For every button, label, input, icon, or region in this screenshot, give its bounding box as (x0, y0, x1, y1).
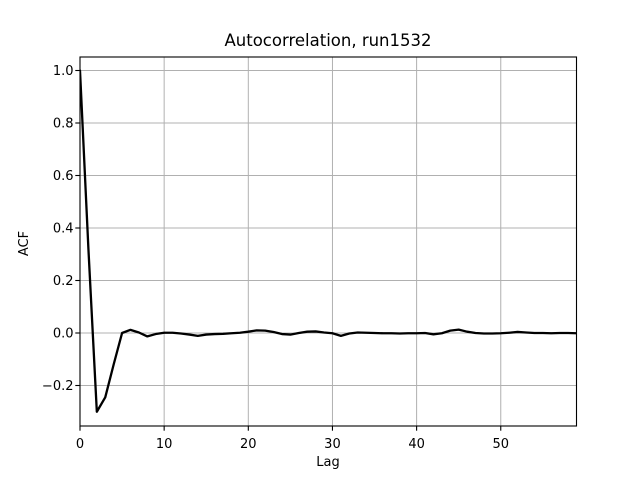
y-tick-label: −0.2 (42, 379, 74, 394)
x-axis-label: Lag (316, 455, 339, 470)
y-tick-label: 1.0 (53, 64, 74, 79)
y-tick-label: 0.2 (53, 274, 74, 289)
x-tick-label: 40 (408, 437, 425, 452)
x-tick-label: 10 (156, 437, 173, 452)
x-tick-label: 20 (240, 437, 257, 452)
y-tick-label: 0.6 (53, 169, 74, 184)
x-tick-label: 30 (324, 437, 341, 452)
x-tick-label: 0 (76, 437, 84, 452)
y-tick-label: 0.0 (53, 327, 74, 342)
x-tick-label: 50 (492, 437, 509, 452)
y-tick-label: 0.8 (53, 117, 74, 132)
tick-layer: 1.0 0.8 0.6 0.4 0.2 0.0 −0.2 0 10 20 30 40 50 (42, 64, 509, 452)
acf-line (80, 69, 577, 413)
y-axis-label: ACF (17, 231, 32, 256)
y-tick-label: 0.4 (53, 222, 74, 237)
series-layer (80, 69, 577, 413)
axes-frame (79, 56, 578, 427)
chart-title: Autocorrelation, run1532 (224, 31, 431, 50)
